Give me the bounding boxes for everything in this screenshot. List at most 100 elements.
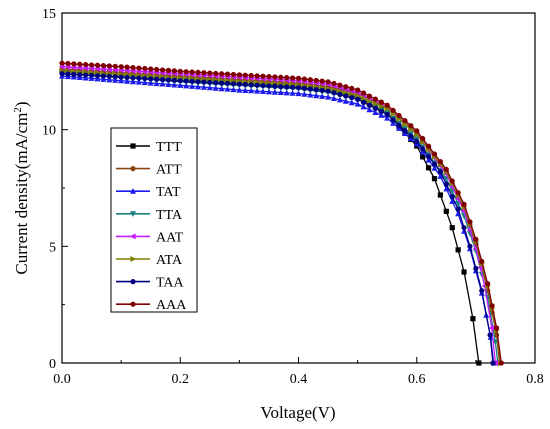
- point-tat: [313, 92, 320, 99]
- point-aaa: [177, 68, 183, 74]
- point-tat: [153, 80, 160, 87]
- legend-label: TAA: [156, 276, 185, 291]
- y-tick-label: 15: [42, 7, 56, 22]
- point-taa: [118, 74, 124, 80]
- legend-item-taa: TAA: [116, 276, 185, 291]
- point-taa: [242, 81, 248, 88]
- y-axis-title-main: Current density(mA/cm: [12, 113, 31, 275]
- point-ata: [366, 97, 373, 104]
- point-taa: [195, 79, 201, 85]
- point-taa: [408, 133, 414, 139]
- point-aaa: [473, 236, 479, 242]
- point-taa: [443, 181, 449, 187]
- point-taa: [431, 161, 438, 167]
- point-aaa: [159, 67, 166, 73]
- point-tat: [419, 148, 426, 155]
- point-aaa: [289, 75, 296, 81]
- point-taa: [372, 105, 378, 112]
- legend-label: ATA: [156, 253, 183, 268]
- point-aaa: [372, 96, 378, 102]
- point-taa: [301, 85, 308, 91]
- legend-marker: [130, 166, 136, 172]
- point-tat: [183, 82, 190, 89]
- legend-box: [110, 127, 198, 313]
- point-aaa: [384, 102, 390, 108]
- point-aaa: [130, 65, 136, 71]
- series-layer: [58, 60, 504, 367]
- point-aaa: [396, 112, 402, 119]
- point-tat: [289, 89, 296, 96]
- point-taa: [366, 102, 373, 108]
- point-tat: [283, 89, 290, 96]
- point-taa: [112, 74, 118, 80]
- point-aaa: [260, 73, 266, 79]
- point-taa: [83, 72, 89, 78]
- point-tat: [277, 89, 284, 96]
- x-tick-label: 0.6: [408, 372, 426, 387]
- x-tick-label: 0.2: [172, 372, 190, 387]
- point-tat: [378, 112, 385, 118]
- point-taa: [313, 87, 319, 93]
- point-tat: [342, 98, 349, 104]
- point-tat: [236, 86, 243, 93]
- point-taa: [254, 82, 260, 88]
- y-axis-title: Current density(mA/cm2): [12, 101, 31, 274]
- point-taa: [360, 99, 367, 105]
- point-ttt: [455, 247, 461, 253]
- point-taa: [437, 169, 443, 175]
- point-taa: [77, 72, 83, 78]
- point-taa: [295, 85, 302, 91]
- point-aaa: [136, 65, 142, 71]
- point-aaa: [154, 66, 160, 73]
- point-taa: [355, 96, 361, 102]
- point-aaa: [343, 84, 349, 90]
- point-taa: [266, 83, 272, 89]
- point-tat: [425, 156, 432, 163]
- point-taa: [349, 95, 355, 101]
- point-aaa: [325, 79, 331, 85]
- point-tat: [354, 100, 361, 107]
- point-tat: [189, 83, 196, 89]
- point-taa: [71, 71, 77, 77]
- series-aaa: [59, 60, 504, 366]
- legend-item-ata: ATA: [116, 253, 183, 268]
- point-aaa: [236, 72, 242, 78]
- point-ttt: [476, 360, 482, 366]
- point-taa: [183, 78, 189, 84]
- point-taa: [148, 76, 154, 82]
- point-taa: [142, 75, 148, 82]
- point-taa: [219, 80, 225, 86]
- series-taa: [59, 71, 496, 366]
- point-taa: [130, 75, 136, 81]
- point-tat: [260, 88, 267, 94]
- point-tat: [206, 84, 213, 91]
- point-aaa: [437, 159, 443, 165]
- point-aaa: [230, 71, 237, 78]
- point-taa: [260, 82, 266, 89]
- y-axis-title-sup: 2: [12, 107, 24, 113]
- point-aaa: [479, 258, 485, 265]
- point-aaa: [313, 77, 319, 84]
- point-tat: [242, 87, 249, 93]
- x-tick-label: 0.0: [53, 372, 71, 387]
- point-taa: [154, 76, 160, 82]
- legend-label: AAT: [156, 230, 184, 245]
- point-aaa: [278, 74, 284, 80]
- point-aaa: [425, 143, 432, 149]
- point-aaa: [307, 77, 313, 83]
- point-taa: [236, 81, 242, 87]
- point-aaa: [402, 117, 408, 124]
- legend-label: ATT: [156, 163, 182, 178]
- point-aaa: [449, 178, 455, 184]
- legend-marker: [130, 279, 136, 285]
- point-aaa: [124, 64, 130, 70]
- point-aaa: [493, 325, 500, 331]
- point-taa: [384, 111, 390, 118]
- point-taa: [307, 86, 313, 92]
- point-taa: [189, 78, 195, 84]
- x-axis-title: Voltage(V): [260, 403, 335, 422]
- point-ata: [372, 100, 379, 107]
- point-aaa: [455, 190, 461, 196]
- point-aaa: [71, 61, 77, 67]
